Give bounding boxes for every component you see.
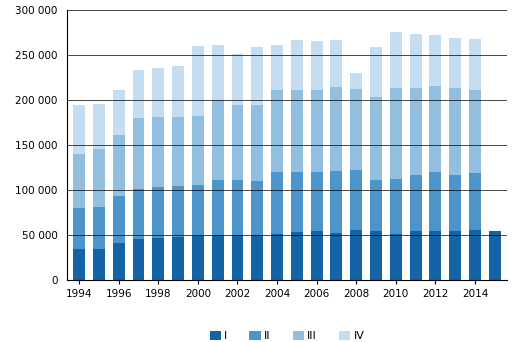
Bar bbox=[430, 172, 442, 231]
Bar bbox=[449, 38, 461, 88]
Bar bbox=[330, 233, 342, 280]
Bar bbox=[291, 172, 303, 232]
Bar bbox=[430, 231, 442, 280]
Bar bbox=[370, 97, 382, 181]
Bar bbox=[93, 249, 105, 280]
Bar bbox=[93, 104, 105, 149]
Bar bbox=[113, 196, 125, 242]
Bar bbox=[113, 242, 125, 280]
Bar bbox=[409, 34, 421, 88]
Bar bbox=[390, 32, 402, 88]
Bar bbox=[132, 188, 144, 239]
Bar bbox=[351, 73, 362, 89]
Bar bbox=[93, 208, 105, 249]
Bar bbox=[212, 45, 223, 100]
Bar bbox=[291, 40, 303, 90]
Bar bbox=[132, 118, 144, 188]
Bar bbox=[370, 47, 382, 97]
Bar bbox=[291, 232, 303, 280]
Bar bbox=[330, 87, 342, 171]
Bar bbox=[449, 88, 461, 175]
Bar bbox=[73, 154, 85, 208]
Bar bbox=[351, 230, 362, 280]
Bar bbox=[212, 100, 223, 181]
Bar bbox=[271, 45, 283, 90]
Bar bbox=[132, 239, 144, 280]
Bar bbox=[370, 181, 382, 231]
Bar bbox=[132, 70, 144, 118]
Bar bbox=[251, 181, 263, 235]
Bar bbox=[172, 66, 184, 117]
Bar bbox=[291, 90, 303, 172]
Bar bbox=[73, 105, 85, 154]
Bar bbox=[311, 231, 323, 280]
Bar bbox=[449, 231, 461, 280]
Bar bbox=[192, 46, 204, 116]
Legend: I, II, III, IV: I, II, III, IV bbox=[205, 327, 369, 342]
Bar bbox=[172, 117, 184, 186]
Bar bbox=[172, 237, 184, 280]
Bar bbox=[73, 208, 85, 249]
Bar bbox=[153, 238, 164, 280]
Bar bbox=[153, 117, 164, 187]
Bar bbox=[251, 47, 263, 105]
Bar bbox=[469, 173, 481, 230]
Bar bbox=[192, 116, 204, 185]
Bar bbox=[212, 235, 223, 280]
Bar bbox=[251, 105, 263, 181]
Bar bbox=[409, 175, 421, 231]
Bar bbox=[430, 35, 442, 86]
Bar bbox=[370, 231, 382, 280]
Bar bbox=[390, 88, 402, 179]
Bar bbox=[390, 179, 402, 234]
Bar bbox=[113, 90, 125, 134]
Bar bbox=[430, 86, 442, 172]
Bar bbox=[311, 172, 323, 231]
Bar bbox=[271, 172, 283, 234]
Bar bbox=[351, 89, 362, 170]
Bar bbox=[311, 90, 323, 172]
Bar bbox=[271, 90, 283, 172]
Bar bbox=[212, 181, 223, 235]
Bar bbox=[489, 231, 501, 280]
Bar bbox=[172, 186, 184, 237]
Bar bbox=[409, 231, 421, 280]
Bar bbox=[153, 187, 164, 238]
Bar bbox=[153, 68, 164, 117]
Bar bbox=[449, 175, 461, 231]
Bar bbox=[232, 54, 244, 105]
Bar bbox=[271, 234, 283, 280]
Bar bbox=[330, 40, 342, 87]
Bar bbox=[192, 236, 204, 280]
Bar bbox=[113, 134, 125, 196]
Bar bbox=[192, 185, 204, 236]
Bar bbox=[232, 181, 244, 235]
Bar bbox=[351, 170, 362, 230]
Bar bbox=[232, 235, 244, 280]
Bar bbox=[330, 171, 342, 233]
Bar bbox=[73, 249, 85, 280]
Bar bbox=[232, 105, 244, 181]
Bar bbox=[469, 90, 481, 173]
Bar bbox=[311, 41, 323, 90]
Bar bbox=[409, 88, 421, 175]
Bar bbox=[93, 149, 105, 208]
Bar bbox=[469, 230, 481, 280]
Bar bbox=[469, 39, 481, 90]
Bar bbox=[390, 234, 402, 280]
Bar bbox=[251, 235, 263, 280]
